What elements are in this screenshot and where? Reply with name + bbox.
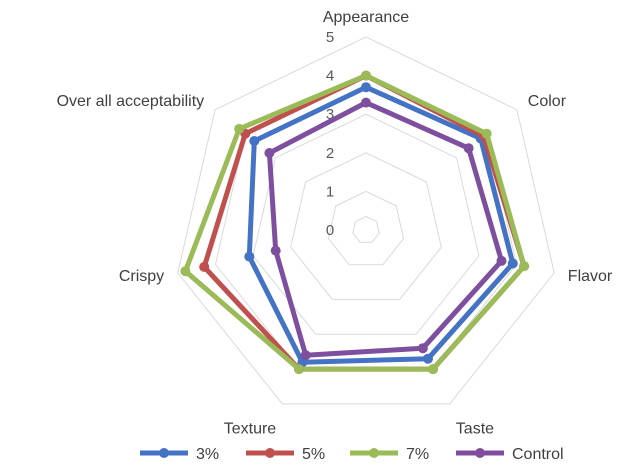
data-point xyxy=(417,343,428,354)
data-point xyxy=(481,128,492,139)
legend-item: 7% xyxy=(350,446,429,463)
data-point xyxy=(496,255,507,266)
data-point xyxy=(423,353,433,364)
category-label: Over all acceptability xyxy=(57,93,205,110)
legend-swatch-marker xyxy=(265,448,275,458)
data-point xyxy=(249,136,260,146)
radial-tick-labels: 0 1 2 3 4 5 xyxy=(326,29,334,239)
grid-ring-2 xyxy=(290,152,442,301)
grid-ring-3 xyxy=(252,113,480,335)
category-label: Taste xyxy=(456,421,494,438)
grid-ring-5 xyxy=(177,36,555,405)
legend-item: 3% xyxy=(140,446,219,463)
legend-item: Control xyxy=(456,446,564,463)
series-2 xyxy=(180,70,530,375)
data-point xyxy=(361,82,371,93)
data-point xyxy=(264,148,275,158)
tick-label-2: 2 xyxy=(326,145,334,162)
category-label: Crispy xyxy=(119,268,164,285)
data-point xyxy=(270,245,281,256)
series-3 xyxy=(264,97,507,361)
data-point xyxy=(361,70,371,81)
category-label: Texture xyxy=(224,421,277,438)
legend-label: 3% xyxy=(196,446,219,463)
data-point xyxy=(428,364,438,375)
category-labels: Appearance Color Flavor Taste Texture Crispy O… xyxy=(57,9,613,438)
legend-item: 5% xyxy=(246,446,325,463)
data-point xyxy=(519,261,530,272)
data-point xyxy=(180,266,191,277)
series-line xyxy=(182,73,527,372)
grid-ring-0 xyxy=(352,215,380,243)
legend-label: Control xyxy=(512,446,564,463)
tick-label-3: 3 xyxy=(326,106,334,123)
category-label: Flavor xyxy=(568,268,613,285)
data-point xyxy=(244,251,255,262)
legend: 3% 5% 7% Control xyxy=(140,446,564,463)
category-label: Appearance xyxy=(323,9,409,26)
tick-label-4: 4 xyxy=(326,68,334,85)
data-point xyxy=(199,261,210,272)
legend-swatch-marker xyxy=(159,448,169,458)
legend-swatch-marker xyxy=(475,448,485,458)
tick-label-1: 1 xyxy=(326,183,334,200)
category-label: Color xyxy=(528,93,567,110)
data-point xyxy=(294,364,304,375)
legend-label: 5% xyxy=(302,446,325,463)
data-point xyxy=(507,258,518,269)
data-point xyxy=(234,123,245,134)
data-series xyxy=(180,70,530,375)
data-point xyxy=(300,350,311,361)
series-line xyxy=(246,84,516,365)
data-point xyxy=(361,97,371,108)
legend-label: 7% xyxy=(406,446,429,463)
series-0 xyxy=(244,82,518,368)
data-point xyxy=(463,143,474,154)
legend-swatch-marker xyxy=(369,448,379,458)
tick-label-5: 5 xyxy=(326,29,334,46)
tick-label-0: 0 xyxy=(326,222,334,239)
series-line xyxy=(266,100,504,358)
grid-ring-1 xyxy=(327,190,405,266)
